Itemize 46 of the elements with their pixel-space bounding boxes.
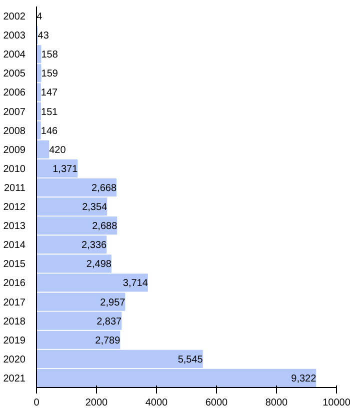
- y-tick-label: 2002: [3, 12, 26, 23]
- y-tick-label: 2018: [3, 316, 26, 328]
- data-label: 2,957: [100, 297, 126, 308]
- data-label: 2,837: [96, 316, 122, 328]
- data-label: 158: [41, 50, 58, 61]
- data-label: 147: [40, 88, 58, 99]
- data-label: 420: [49, 144, 66, 156]
- y-tick-label: 2006: [3, 88, 26, 99]
- data-label: 5,545: [178, 354, 204, 366]
- data-label: 4: [36, 12, 43, 23]
- data-label: 151: [41, 106, 58, 118]
- y-tick-label: 2010: [3, 164, 26, 175]
- y-tick-label: 2011: [4, 182, 26, 194]
- y-tick-label: 2019: [3, 335, 26, 346]
- y-tick-label: 2004: [3, 50, 26, 61]
- y-tick-label: 2007: [3, 106, 26, 118]
- y-tick-label: 2021: [3, 373, 26, 384]
- x-tick-label: 2000: [85, 398, 108, 408]
- y-tick-label: 2016: [3, 278, 26, 290]
- data-label: 2,498: [86, 259, 112, 270]
- data-label: 9,322: [291, 373, 317, 384]
- data-label: 2,789: [95, 335, 121, 346]
- y-tick-label: 2020: [3, 354, 26, 366]
- data-label: 3,714: [122, 278, 148, 290]
- y-tick-label: 2017: [3, 297, 26, 308]
- y-tick-label: 2005: [3, 68, 26, 80]
- y-tick-label: 2009: [3, 144, 26, 156]
- y-tick-label: 2012: [3, 202, 26, 214]
- x-tick-label: 4000: [145, 398, 168, 408]
- y-tick-label: 2015: [3, 259, 26, 270]
- x-tick-label: 10000: [322, 398, 350, 408]
- data-label: 2,336: [82, 240, 108, 252]
- x-tick-label: 0: [34, 398, 40, 408]
- data-label: 2,668: [92, 182, 117, 194]
- y-tick-label: 2013: [3, 221, 26, 232]
- y-tick-label: 2008: [3, 126, 26, 137]
- data-label: 146: [40, 126, 58, 137]
- y-tick-label: 2014: [3, 240, 26, 252]
- data-label: 2,354: [82, 202, 108, 214]
- data-label: 1,371: [52, 164, 78, 175]
- x-tick-label: 6000: [205, 398, 228, 408]
- data-label: 43: [38, 30, 50, 42]
- x-tick-label: 8000: [265, 398, 288, 408]
- y-tick-label: 2003: [3, 30, 26, 42]
- data-label: 159: [41, 68, 58, 80]
- data-label: 2,688: [92, 221, 118, 232]
